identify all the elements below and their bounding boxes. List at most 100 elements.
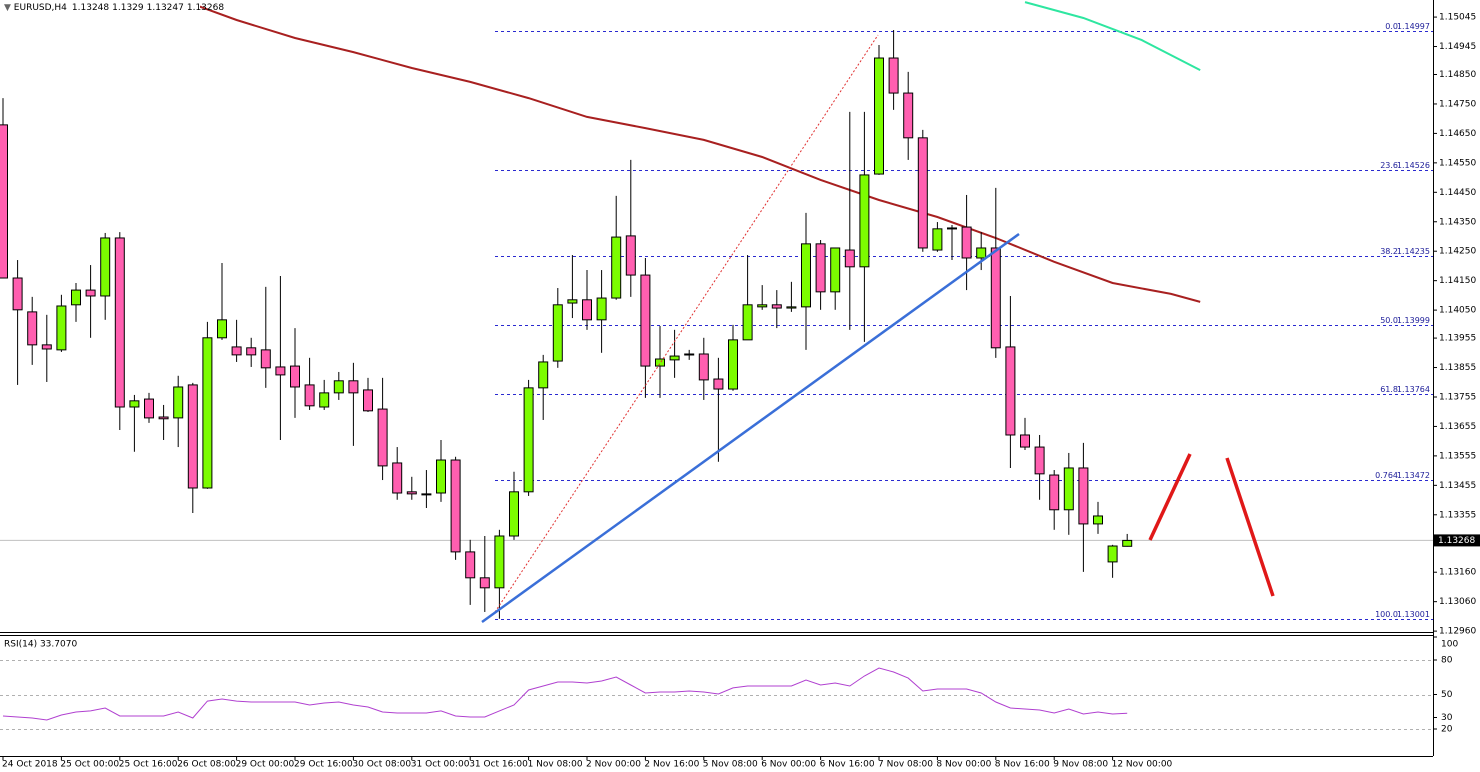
header-low: 1.13247 <box>147 3 184 13</box>
y-tick-label: 80 <box>1441 656 1453 666</box>
y-tick-label: 1.13755 <box>1439 392 1476 402</box>
candle-body <box>552 304 563 362</box>
candle-body <box>771 304 782 309</box>
x-tick-label: 2 Nov 16:00 <box>644 760 699 770</box>
candle-body <box>56 305 67 351</box>
candle-body <box>1005 346 1016 436</box>
y-tick-label: 1.13655 <box>1439 422 1476 432</box>
candle-body <box>392 462 403 494</box>
candle-body <box>538 361 549 389</box>
x-tick-label: 29 Oct 00:00 <box>236 760 295 770</box>
header-high: 1.1329 <box>112 3 144 13</box>
x-tick-label: 8 Nov 16:00 <box>995 760 1050 770</box>
candle-body <box>363 389 373 412</box>
candle-body <box>479 577 490 589</box>
y-tick-label: 1.13855 <box>1439 363 1476 373</box>
candle-body <box>494 535 505 589</box>
candle-body <box>625 235 636 276</box>
candle-body <box>1020 434 1030 448</box>
y-tick-label: 1.14945 <box>1439 42 1476 52</box>
x-tick-label: 12 Nov 00:00 <box>1112 760 1173 770</box>
candle-body <box>976 247 987 259</box>
chart-title: EURUSD,H4 <box>14 3 67 13</box>
x-tick-label: 30 Oct 08:00 <box>352 760 411 770</box>
candle-body <box>874 57 884 175</box>
candle-body <box>1122 539 1133 547</box>
candle-body <box>990 247 1001 349</box>
candle-body <box>202 337 213 489</box>
moving-average <box>192 3 1201 303</box>
y-tick-label: 1.14850 <box>1439 70 1476 80</box>
fib-level-label: 50.0 <box>1380 316 1398 325</box>
y-tick-label: 1.14350 <box>1439 217 1476 227</box>
y-tick-label: 50 <box>1441 690 1453 700</box>
y-tick-label: 1.14150 <box>1439 276 1476 286</box>
candle-body <box>509 491 519 537</box>
candle-body <box>684 353 695 356</box>
x-tick-label: 25 Oct 00:00 <box>60 760 119 770</box>
candle-body <box>640 274 651 367</box>
rsi-title: RSI(14) 33.7070 <box>4 640 77 650</box>
y-tick-label: 100 <box>1441 640 1458 650</box>
candle-body <box>158 416 169 420</box>
candle-body <box>611 236 622 299</box>
fib-price: 1.13001 <box>1397 610 1430 619</box>
candle-body <box>173 386 184 419</box>
x-tick-label: 9 Nov 08:00 <box>1053 760 1108 770</box>
x-tick-label: 24 Oct 2018 <box>2 760 58 770</box>
candle-body <box>1034 446 1045 475</box>
candle-body <box>260 349 271 369</box>
candle-body <box>231 346 242 356</box>
x-tick-label: 26 Oct 08:00 <box>177 760 236 770</box>
candle-body <box>217 319 227 339</box>
axis-layer: 1.15045 1.14945 1.14850 1.14750 1.14650 1.145… <box>2 13 1480 770</box>
candle-body <box>815 243 826 293</box>
x-tick-label: 29 Oct 16:00 <box>294 760 353 770</box>
x-tick-label: 7 Nov 08:00 <box>878 760 933 770</box>
x-tick-label: 6 Nov 16:00 <box>820 760 875 770</box>
x-tick-label: 31 Oct 00:00 <box>411 760 470 770</box>
candle-body <box>406 491 417 495</box>
y-tick-label: 1.14450 <box>1439 188 1476 198</box>
candle-body <box>1049 474 1060 511</box>
fib-price: 1.13472 <box>1397 471 1430 480</box>
fib-price: 1.14526 <box>1397 161 1430 170</box>
candle-body <box>114 237 125 408</box>
y-tick-label: 1.13060 <box>1439 597 1476 607</box>
candle-body <box>304 384 315 407</box>
candle-body <box>275 366 286 376</box>
candle-body <box>1107 545 1118 563</box>
header-icon: ▼ <box>4 3 14 13</box>
candle-body <box>246 347 257 356</box>
candle-body <box>859 174 870 268</box>
candle-body <box>903 92 914 139</box>
candle-body <box>742 304 753 341</box>
candle-body <box>786 306 797 309</box>
forecast-arrow-up <box>1148 453 1192 541</box>
candle-body <box>523 387 534 493</box>
fib-level-label: 100.0 <box>1375 610 1398 619</box>
candle-body <box>698 353 709 381</box>
candle-body <box>655 358 665 367</box>
candle-body <box>377 408 388 467</box>
header-close: 1.13268 <box>187 3 224 13</box>
candle-body <box>465 551 476 579</box>
candle-body <box>947 227 957 230</box>
y-tick-label: 1.14650 <box>1439 129 1476 139</box>
candle-body <box>669 355 680 361</box>
candle-body <box>319 392 330 408</box>
candle-body <box>0 124 8 279</box>
y-tick-label: 1.13355 <box>1439 510 1476 520</box>
y-tick-label: 1.12960 <box>1439 627 1476 637</box>
moving-average <box>1024 1 1201 71</box>
fib-level-label: 61.8 <box>1380 385 1398 394</box>
candle-body <box>757 304 768 308</box>
candle-body <box>436 459 446 494</box>
candle-body <box>71 289 81 306</box>
candle-body <box>41 344 52 350</box>
fib-price: 1.14235 <box>1397 247 1430 256</box>
y-tick-label: 30 <box>1441 713 1453 723</box>
y-tick-label: 1.14050 <box>1439 306 1476 316</box>
